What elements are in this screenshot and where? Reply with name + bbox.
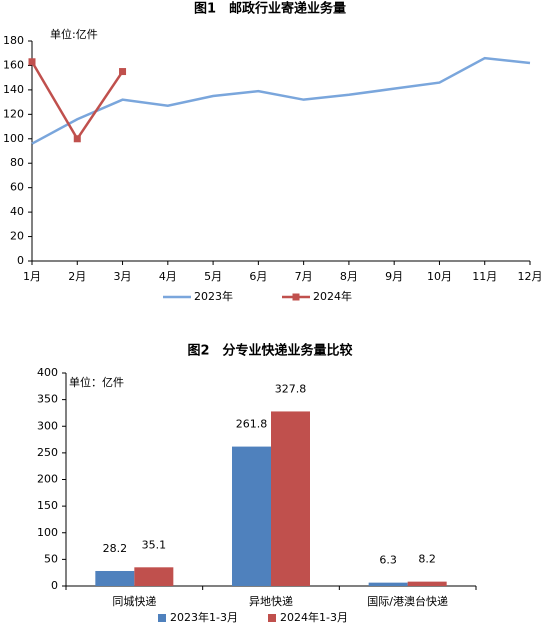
y-tick-label: 140 bbox=[3, 83, 24, 96]
y-tick-label: 300 bbox=[37, 419, 58, 432]
x-tick-label: 同城快递 bbox=[112, 594, 156, 608]
y-tick-label: 50 bbox=[44, 552, 58, 565]
y-tick-label: 180 bbox=[3, 34, 24, 47]
point bbox=[119, 68, 127, 76]
x-tick-label: 2月 bbox=[68, 270, 86, 283]
y-tick-label: 160 bbox=[3, 58, 24, 71]
y-tick-label: 0 bbox=[51, 579, 58, 592]
y-tick-label: 350 bbox=[37, 393, 58, 406]
y-tick-label: 20 bbox=[10, 230, 24, 243]
data-label: 35.1 bbox=[142, 538, 167, 551]
bar bbox=[271, 411, 310, 586]
legend-swatch bbox=[158, 614, 166, 622]
legend-label: 2024年1-3月 bbox=[280, 610, 348, 624]
x-tick-label: 异地快递 bbox=[249, 594, 293, 608]
x-tick-label: 5月 bbox=[204, 270, 222, 283]
bar bbox=[407, 581, 447, 586]
unit-annotation: 单位:亿件 bbox=[50, 27, 98, 41]
legend-label: 2024年 bbox=[313, 289, 352, 303]
x-tick-label: 10月 bbox=[427, 270, 452, 283]
y-tick-label: 250 bbox=[37, 446, 58, 459]
y-tick-label: 100 bbox=[37, 526, 58, 539]
series-line bbox=[30, 61, 124, 142]
y-tick-label: 200 bbox=[37, 473, 58, 486]
x-tick-label: 4月 bbox=[159, 270, 177, 283]
x-tick-label: 11月 bbox=[472, 270, 497, 283]
bar bbox=[134, 567, 174, 586]
series-line bbox=[31, 56, 531, 145]
y-tick-label: 60 bbox=[10, 181, 24, 194]
x-tick-label: 8月 bbox=[340, 270, 358, 283]
x-tick-label: 3月 bbox=[114, 270, 132, 283]
y-tick-label: 40 bbox=[10, 205, 24, 218]
data-label: 28.2 bbox=[103, 542, 128, 555]
x-tick-label: 国际/港澳台快递 bbox=[367, 594, 448, 608]
point bbox=[73, 135, 81, 143]
data-label: 327.8 bbox=[275, 382, 307, 395]
x-tick-label: 12月 bbox=[518, 270, 541, 283]
unit-annotation: 单位：亿件 bbox=[69, 375, 124, 389]
legend-label: 2023年 bbox=[194, 289, 233, 303]
x-tick-label: 1月 bbox=[23, 270, 41, 283]
bar bbox=[232, 446, 271, 586]
x-tick-label: 9月 bbox=[385, 270, 403, 283]
data-label: 261.8 bbox=[236, 418, 268, 431]
y-tick-label: 400 bbox=[37, 366, 58, 379]
point bbox=[28, 58, 36, 66]
legend-marker bbox=[292, 293, 300, 301]
y-tick-label: 100 bbox=[3, 132, 24, 145]
bar bbox=[368, 582, 408, 586]
y-tick-label: 80 bbox=[10, 156, 24, 169]
chart-title: 图1 邮政行业寄递业务量 bbox=[194, 1, 346, 17]
y-tick-label: 120 bbox=[3, 107, 24, 120]
data-label: 6.3 bbox=[379, 554, 397, 567]
legend-label: 2023年1-3月 bbox=[170, 610, 238, 624]
x-tick-label: 6月 bbox=[249, 270, 267, 283]
y-tick-label: 150 bbox=[37, 499, 58, 512]
y-tick-label: 0 bbox=[17, 254, 24, 267]
x-tick-label: 7月 bbox=[295, 270, 313, 283]
data-label: 8.2 bbox=[418, 553, 436, 566]
bar bbox=[95, 570, 135, 586]
chart-title: 图2 分专业快递业务量比较 bbox=[187, 343, 352, 359]
legend-swatch bbox=[268, 614, 276, 622]
